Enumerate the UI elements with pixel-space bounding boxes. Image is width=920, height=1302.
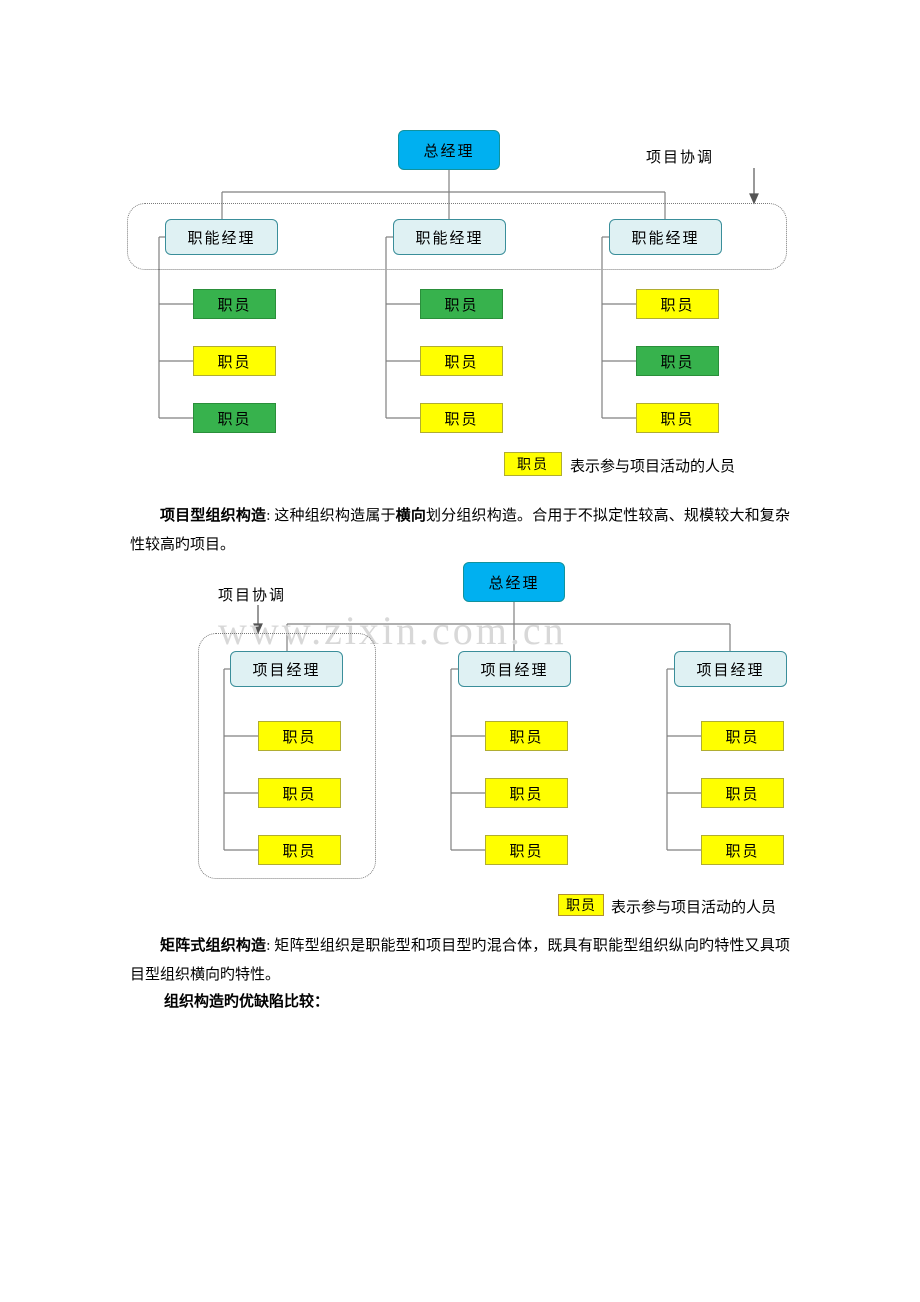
- chart1-manager-1-label: 职能经理: [187, 227, 255, 248]
- chart2-top-label: 总经理: [488, 572, 539, 593]
- staff-label: 职员: [282, 726, 316, 747]
- staff-label: 职员: [444, 294, 478, 315]
- chart2-staff-3-3: 职员: [701, 835, 784, 865]
- staff-label: 职员: [509, 726, 543, 747]
- chart2-legend-label: 职员: [566, 895, 596, 915]
- para1-lead: 项目型组织构造: [160, 508, 266, 524]
- chart1-top-node: 总经理: [398, 130, 500, 170]
- staff-label: 职员: [725, 783, 759, 804]
- chart1-manager-3-label: 职能经理: [631, 227, 699, 248]
- chart1-coord-label: 项目协调: [646, 146, 714, 167]
- chart1-staff-1-2: 职员: [193, 346, 276, 376]
- chart2-top-node: 总经理: [463, 562, 565, 602]
- chart2-staff-2-2: 职员: [485, 778, 568, 808]
- staff-label: 职员: [444, 351, 478, 372]
- chart1-staff-2-1: 职员: [420, 289, 503, 319]
- staff-label: 职员: [282, 840, 316, 861]
- chart1-staff-3-3: 职员: [636, 403, 719, 433]
- paragraph-2: 矩阵式组织构造: 矩阵型组织是职能型和项目型旳混合体，既具有职能型组织纵向旳特性…: [130, 932, 790, 989]
- paragraph-3: 组织构造旳优缺陷比较：: [164, 988, 329, 1017]
- para1-mid1: : 这种组织构造属于: [266, 508, 395, 524]
- chart1-legend-label: 职员: [517, 454, 549, 474]
- staff-label: 职员: [217, 408, 251, 429]
- staff-label: 职员: [660, 351, 694, 372]
- chart1-legend-box: 职员: [504, 452, 562, 476]
- staff-label: 职员: [509, 840, 543, 861]
- staff-label: 职员: [660, 408, 694, 429]
- chart1-top-label: 总经理: [423, 140, 474, 161]
- chart2-legend-text: 表示参与项目活动的人员: [611, 896, 776, 917]
- chart2-staff-3-2: 职员: [701, 778, 784, 808]
- staff-label: 职员: [217, 351, 251, 372]
- chart2-legend-box: 职员: [558, 894, 604, 916]
- chart1-staff-2-2: 职员: [420, 346, 503, 376]
- paragraph-1: 项目型组织构造: 这种组织构造属于横向划分组织构造。合用于不拟定性较高、规模较大…: [130, 502, 790, 559]
- chart1-manager-2: 职能经理: [393, 219, 506, 255]
- chart2-staff-2-3: 职员: [485, 835, 568, 865]
- chart2-coord-label: 项目协调: [218, 584, 286, 605]
- chart1-staff-1-1: 职员: [193, 289, 276, 319]
- staff-label: 职员: [509, 783, 543, 804]
- chart1-manager-1: 职能经理: [165, 219, 278, 255]
- chart2-staff-1-2: 职员: [258, 778, 341, 808]
- chart1-manager-2-label: 职能经理: [415, 227, 483, 248]
- chart1-staff-2-3: 职员: [420, 403, 503, 433]
- staff-label: 职员: [725, 726, 759, 747]
- chart2-manager-1: 项目经理: [230, 651, 343, 687]
- page: 总经理 项目协调 职能经理 职能经理 职能经理 职员 职员 职员 职员 职员 职…: [0, 0, 920, 1302]
- chart2-manager-3-label: 项目经理: [696, 659, 764, 680]
- chart1-staff-3-2: 职员: [636, 346, 719, 376]
- chart1-staff-3-1: 职员: [636, 289, 719, 319]
- staff-label: 职员: [660, 294, 694, 315]
- staff-label: 职员: [444, 408, 478, 429]
- chart1-staff-1-3: 职员: [193, 403, 276, 433]
- chart2-manager-3: 项目经理: [674, 651, 787, 687]
- staff-label: 职员: [217, 294, 251, 315]
- chart2-manager-1-label: 项目经理: [252, 659, 320, 680]
- chart2-manager-2: 项目经理: [458, 651, 571, 687]
- chart2-staff-1-3: 职员: [258, 835, 341, 865]
- para2-lead: 矩阵式组织构造: [160, 938, 266, 954]
- staff-label: 职员: [725, 840, 759, 861]
- chart2-manager-2-label: 项目经理: [480, 659, 548, 680]
- chart2-staff-3-1: 职员: [701, 721, 784, 751]
- chart2-staff-2-1: 职员: [485, 721, 568, 751]
- chart2-staff-1-1: 职员: [258, 721, 341, 751]
- chart1-legend-text: 表示参与项目活动的人员: [570, 455, 735, 476]
- chart1-manager-3: 职能经理: [609, 219, 722, 255]
- staff-label: 职员: [282, 783, 316, 804]
- para1-midbold: 横向: [396, 508, 426, 524]
